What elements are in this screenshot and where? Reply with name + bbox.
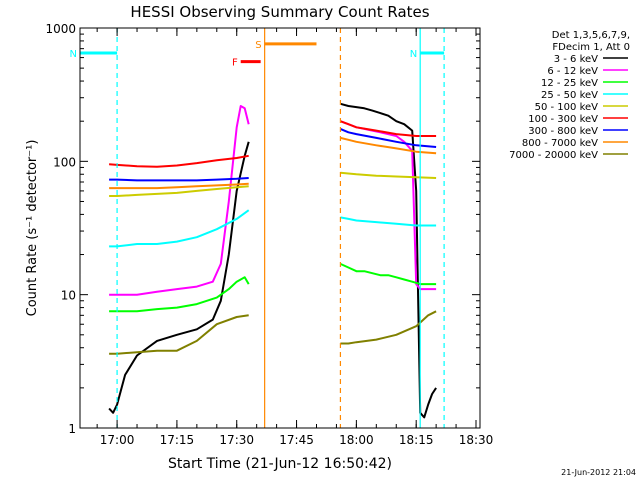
series-0-segment-1 (340, 102, 437, 419)
series-8-segment-0 (109, 314, 249, 355)
x-tick-label-0: 17:00 (100, 433, 135, 447)
legend-header-0: Det 1,3,5,6,7,9, (552, 30, 630, 41)
marker-layer (116, 28, 445, 428)
x-tick-label-3: 17:45 (279, 433, 314, 447)
x-tick-label-2: 17:30 (219, 433, 254, 447)
y-tick-label-1: 10 (61, 289, 76, 303)
legend-entry-5: 100 - 300 keV (528, 114, 598, 125)
series-layer (108, 102, 437, 419)
legend-entry-8: 7000 - 20000 keV (509, 150, 598, 161)
chart-title: HESSI Observing Summary Count Rates (130, 3, 429, 21)
flag-label-1: N (410, 49, 417, 60)
series-1-segment-0 (109, 105, 250, 296)
legend-header-1: FDecim 1, Att 0 (552, 42, 630, 53)
legend-entry-4: 50 - 100 keV (535, 102, 599, 113)
plot-frame (79, 27, 481, 429)
y-tick-label-0: 1 (68, 422, 76, 436)
x-axis-label: Start Time (21-Jun-12 16:50:42) (168, 456, 392, 472)
series-3-segment-1 (340, 216, 437, 227)
legend-entry-7: 800 - 7000 keV (522, 138, 598, 149)
series-3-segment-0 (109, 209, 250, 248)
flag-label-3: F (232, 58, 238, 69)
flag-label-2: S (255, 40, 261, 51)
flag-layer: N N S F (70, 40, 445, 69)
axis-layer: 17:00 17:15 17:30 17:45 18:00 18:15 18:30 1 10 10… (45, 22, 493, 447)
series-0-segment-0 (108, 141, 250, 414)
legend-entry-3: 25 - 50 keV (541, 90, 598, 101)
footer-date: 21-Jun-2012 21:04 (561, 468, 636, 477)
y-tick-label-3: 1000 (45, 22, 76, 36)
series-5-segment-1 (340, 120, 437, 137)
y-tick-label-2: 100 (53, 155, 76, 169)
legend-entry-1: 6 - 12 keV (547, 66, 598, 77)
series-6-segment-0 (109, 177, 249, 182)
flag-label-0: N (70, 49, 77, 60)
series-6-segment-1 (340, 127, 437, 148)
legend: Det 1,3,5,6,7,9,FDecim 1, Att 03 - 6 keV… (509, 30, 630, 161)
series-7-segment-1 (340, 136, 437, 155)
series-4-segment-1 (340, 171, 437, 179)
series-5-segment-0 (109, 154, 249, 168)
legend-entry-2: 12 - 25 keV (541, 78, 598, 89)
series-7-segment-0 (109, 182, 249, 190)
x-tick-label-4: 18:00 (339, 433, 374, 447)
x-tick-label-5: 18:15 (399, 433, 434, 447)
legend-entry-0: 3 - 6 keV (554, 54, 598, 65)
series-2-segment-0 (109, 276, 250, 313)
x-tick-label-1: 17:15 (160, 433, 195, 447)
y-axis-label: Count Rate (s⁻¹ detector⁻¹) (25, 140, 40, 317)
series-4-segment-0 (109, 185, 249, 197)
series-8-segment-1 (340, 310, 437, 345)
legend-entry-6: 300 - 800 keV (528, 126, 598, 137)
x-tick-label-6: 18:30 (459, 433, 494, 447)
